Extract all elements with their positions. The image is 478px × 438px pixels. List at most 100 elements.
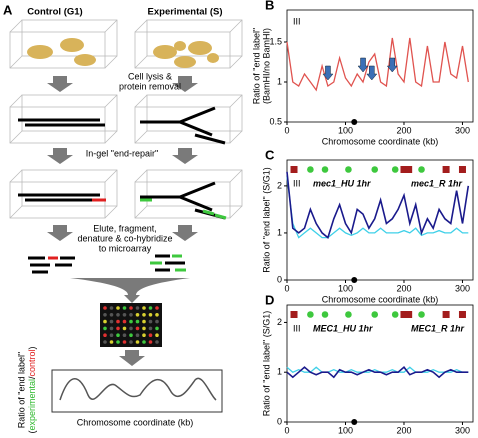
spot [142,333,146,338]
series-line [286,37,469,92]
box-face [146,19,243,57]
box-face [134,106,231,144]
profile-box [51,369,223,413]
spot [129,319,133,324]
y-tick-label: 1 [277,367,282,377]
spot [109,313,114,317]
box-edge [9,19,23,33]
peak-arrow [386,57,398,73]
spot [155,326,159,331]
box-face [21,169,118,207]
cell [60,38,84,52]
panel-label: A [3,2,13,17]
spot [109,333,114,338]
box-edge [134,205,148,219]
origin-square [442,311,450,318]
arrow [47,225,73,241]
box-edge [9,94,23,108]
chromosome-label: III [293,323,301,333]
end-label [214,213,227,220]
box-face [146,169,243,207]
cell [174,41,186,51]
box-face [21,94,118,132]
arrow [119,350,145,366]
spot [135,340,140,344]
column-header: Experimental (S) [148,7,223,18]
dna [194,133,226,145]
gel-box [134,19,243,69]
cell [174,56,196,68]
spot [148,313,153,317]
spot [122,326,127,331]
origin-square [400,311,408,318]
profile-line [59,377,217,401]
label-part: experimental [27,379,37,431]
spot [116,340,120,344]
origin-square [405,311,413,318]
series-line [286,366,469,379]
chromosome-label: III [293,178,301,188]
box-edge [134,94,148,108]
x-tick-label: 100 [338,283,353,293]
step-text: protein removal [119,81,181,91]
origin-circle [307,311,314,318]
y-axis-label: Ratio of "end label" (S/G1) [261,311,271,416]
x-tick-label: 300 [455,125,470,135]
origin-square [458,311,466,318]
spot [148,340,153,344]
origin-circle [345,166,352,173]
spot [122,340,127,344]
peak-arrow [322,65,334,81]
box-edge [104,94,118,108]
spot [109,340,114,344]
peak-arrow [366,65,378,81]
y-axis-label: Ratio of "end label" (S/G1) [261,167,271,272]
paren: ( [27,431,37,434]
origin-circle [307,166,314,173]
box-edge [104,169,118,183]
spot [155,319,159,324]
spot [148,306,153,310]
x-axis-label: Chromosome coordinate (kb) [322,136,439,146]
origin-square [290,166,298,173]
spot [148,326,153,331]
box-face [21,19,118,57]
arrow [172,76,198,92]
spot [142,326,146,331]
spot [142,319,146,324]
spot [155,306,159,310]
spot [103,326,107,331]
x-tick-label: 300 [455,425,470,435]
y-tick-label: 2 [277,180,282,190]
label-part: / [27,376,37,379]
panel-a: A Control (G1) Experimental (S) Cell lys… [3,2,227,434]
spot [109,306,114,310]
panel-label: C [265,147,275,162]
y-axis-label: Ratio of "end label" [251,28,261,104]
y-tick-label: 1 [277,76,282,86]
box-edge [229,94,243,108]
box-face [134,181,231,219]
x-tick-label: 100 [338,125,353,135]
step-text: to microarray [99,243,152,253]
panel-label: B [265,0,274,12]
spot [148,319,153,324]
box-edge [104,130,118,144]
centromere [351,119,358,125]
arrow [47,76,73,92]
arrow [172,148,198,164]
origin-circle [391,311,399,318]
x-tick-label: 100 [338,425,353,435]
arrow [172,225,198,241]
x-tick-label: 200 [396,425,411,435]
series-line [286,176,469,239]
fragments [28,254,186,274]
legend-entry: MEC1_HU 1hr [313,323,373,333]
label-part: control [27,349,37,376]
spot [109,319,114,324]
box-edge [134,169,148,183]
origin-square [290,311,298,318]
cell [27,45,53,59]
spot [155,333,159,338]
spot [142,340,146,344]
